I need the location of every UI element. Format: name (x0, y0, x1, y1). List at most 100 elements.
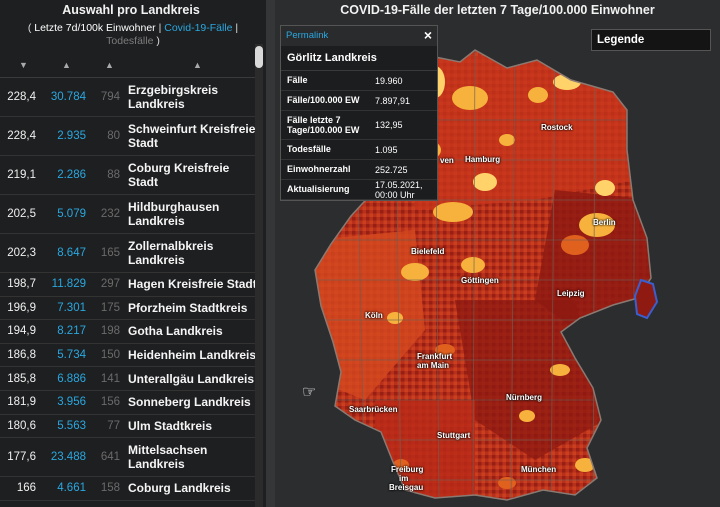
deaths-value: 88 (107, 169, 120, 181)
county-name[interactable]: Erzgebirgskreis Landkreis (128, 83, 258, 111)
separator: | (232, 22, 239, 34)
cases-value: 5.079 (57, 208, 86, 220)
popup-value: 7.897,91 (375, 95, 411, 106)
city-label: Nürnberg (506, 393, 542, 402)
county-name[interactable]: Unterallgäu Landkreis (128, 372, 258, 386)
popup-key: Einwohnerzahl (287, 164, 351, 174)
cases-value: 7.301 (57, 301, 86, 314)
popup-value: 1.095 (375, 144, 398, 155)
city-label: Berlin (593, 218, 616, 227)
popup-key: Todesfälle (287, 144, 331, 154)
table-row[interactable]: 177,6 23.488 641 Mittelsachsen Landkreis (0, 438, 258, 478)
county-name[interactable]: Gotha Landkreis (128, 324, 258, 338)
table-row[interactable]: 196,9 7.301 175 Pforzheim Stadtkreis (0, 297, 256, 321)
county-name[interactable]: Ulm Stadtkreis (128, 419, 258, 433)
table-row[interactable]: 180,6 5.563 77 Ulm Stadtkreis (0, 415, 256, 439)
deaths-value: 198 (100, 325, 120, 338)
county-name-line2: Landkreis (128, 253, 185, 267)
table-row[interactable]: 181,9 3.956 156 Sonneberg Landkreis (0, 391, 256, 415)
popup-header: Permalink × (281, 26, 437, 46)
popup-value: 252.725 (375, 164, 408, 175)
incidence-value: 202,5 (7, 208, 36, 220)
county-name-line1: Schweinfurt Kreisfreie (128, 122, 256, 136)
city-label: Köln (365, 311, 383, 320)
deaths-value: 77 (107, 419, 120, 432)
popup-value: 19.960 (375, 75, 403, 86)
county-name[interactable]: Hagen Kreisfreie Stadt (128, 277, 258, 291)
popup-value: 17.05.2021, 00:00 Uhr (375, 179, 423, 200)
sort-icon[interactable]: ▲︎ (193, 60, 202, 70)
popup-row: Einwohnerzahl 252.725 (281, 160, 437, 180)
cases-value: 8.647 (57, 247, 86, 259)
map-panel[interactable]: Rostock Hamburg ven Berlin Bielefeld Göt… (275, 0, 720, 507)
county-name[interactable]: Mittelsachsen Landkreis (128, 443, 258, 471)
cases-value: 4.661 (57, 482, 86, 495)
sort-icon[interactable]: ▲︎ (62, 60, 71, 70)
incidence-value: 202,3 (7, 247, 36, 259)
city-label: Saarbrücken (349, 405, 398, 414)
incidence-value: 198,7 (7, 278, 36, 291)
table-row[interactable]: 194,9 8.217 198 Gotha Landkreis (0, 320, 256, 344)
table-row[interactable]: 202,3 8.647 165 Zollernalbkreis Landkreis (0, 234, 256, 273)
permalink-link[interactable]: Permalink (286, 30, 329, 41)
table-row[interactable]: 198,7 11.829 297 Hagen Kreisfreie Stadt (0, 273, 258, 297)
county-name[interactable]: Schweinfurt Kreisfreie Stadt (128, 122, 258, 150)
incidence-value: 181,9 (7, 396, 36, 409)
county-name[interactable]: Pforzheim Stadtkreis (128, 301, 258, 315)
deaths-value: 232 (100, 208, 120, 220)
county-name[interactable]: Heidenheim Landkreis (128, 348, 258, 362)
popup-key: Fälle letzte 7 Tage/100.000 EW (287, 115, 360, 135)
county-name-line1: Sonneberg Landkreis (128, 395, 251, 410)
county-name-line1: Hagen Kreisfreie Stadt (128, 277, 257, 292)
incidence-value: 228,4 (7, 130, 36, 142)
city-label: Freiburg (391, 465, 424, 474)
county-name[interactable]: Hildburghausen Landkreis (128, 200, 258, 228)
popup-key: Fälle (287, 75, 308, 85)
scrollbar-thumb[interactable] (255, 46, 263, 68)
popup-key: Fälle/100.000 EW (287, 95, 360, 105)
deaths-value: 175 (100, 301, 120, 314)
incidence-value: 177,6 (7, 451, 36, 464)
deaths-value: 156 (100, 396, 120, 409)
goerlitz-highlight[interactable] (633, 278, 659, 320)
county-name[interactable]: Coburg Kreisfreie Stadt (128, 161, 258, 189)
cases-value: 5.563 (57, 419, 86, 432)
legend-button[interactable]: Legende (591, 29, 711, 51)
deaths-value: 141 (100, 372, 120, 385)
table-row[interactable]: 202,5 5.079 232 Hildburghausen Landkreis (0, 195, 256, 234)
metric-deaths-option[interactable]: Todesfälle (106, 35, 154, 47)
sort-icon[interactable]: ▲︎ (105, 60, 114, 70)
city-label: Hamburg (465, 155, 501, 164)
paren-open: ( (27, 22, 35, 34)
county-name-line2: Stadt (128, 175, 158, 189)
metric-cases-option[interactable]: Covid-19-Fälle (164, 22, 233, 34)
popup-details: Fälle 19.960 Fälle/100.000 EW 7.897,91 Fälle… (281, 71, 437, 200)
table-row[interactable]: 219,1 2.286 88 Coburg Kreisfreie Stadt (0, 156, 256, 195)
panel-divider[interactable] (266, 0, 275, 507)
close-icon[interactable]: × (423, 27, 432, 43)
table-row[interactable]: 166 4.661 158 Coburg Landkreis (0, 477, 256, 501)
county-name[interactable]: Coburg Landkreis (128, 481, 258, 495)
cases-value: 2.935 (57, 130, 86, 142)
table-row[interactable]: 228,4 30.784 794 Erzgebirgskreis Landkreis (0, 78, 256, 117)
popup-row: Fälle/100.000 EW 7.897,91 (281, 91, 437, 111)
metric-incidence-option[interactable]: Letzte 7d/100k Einwohner (34, 22, 156, 34)
city-label: im (399, 474, 409, 483)
table-row[interactable]: 186,8 5.734 150 Heidenheim Landkreis (0, 344, 256, 368)
county-name[interactable]: Zollernalbkreis Landkreis (128, 239, 258, 267)
city-label: München (521, 465, 557, 474)
germany-map[interactable] (275, 0, 720, 507)
sort-desc-icon[interactable]: ▼ (19, 60, 28, 70)
table-row[interactable]: 228,4 2.935 80 Schweinfurt Kreisfreie Stadt (0, 117, 256, 156)
cases-value: 23.488 (50, 451, 86, 464)
district-popup: Permalink × Görlitz Landkreis Fälle 19.96… (280, 25, 438, 201)
county-name-line1: Pforzheim Stadtkreis (128, 300, 248, 315)
popup-title: Görlitz Landkreis (281, 46, 437, 71)
county-name[interactable]: Sonneberg Landkreis (128, 395, 258, 409)
paren-close: ) (153, 35, 160, 47)
table-row[interactable]: 185,8 6.886 141 Unterallgäu Landkreis (0, 367, 256, 391)
county-name-line2: Landkreis (128, 214, 185, 228)
incidence-value: 185,8 (7, 372, 36, 385)
county-name-line1: Mittelsachsen (128, 443, 208, 458)
scrollbar[interactable] (255, 44, 263, 507)
